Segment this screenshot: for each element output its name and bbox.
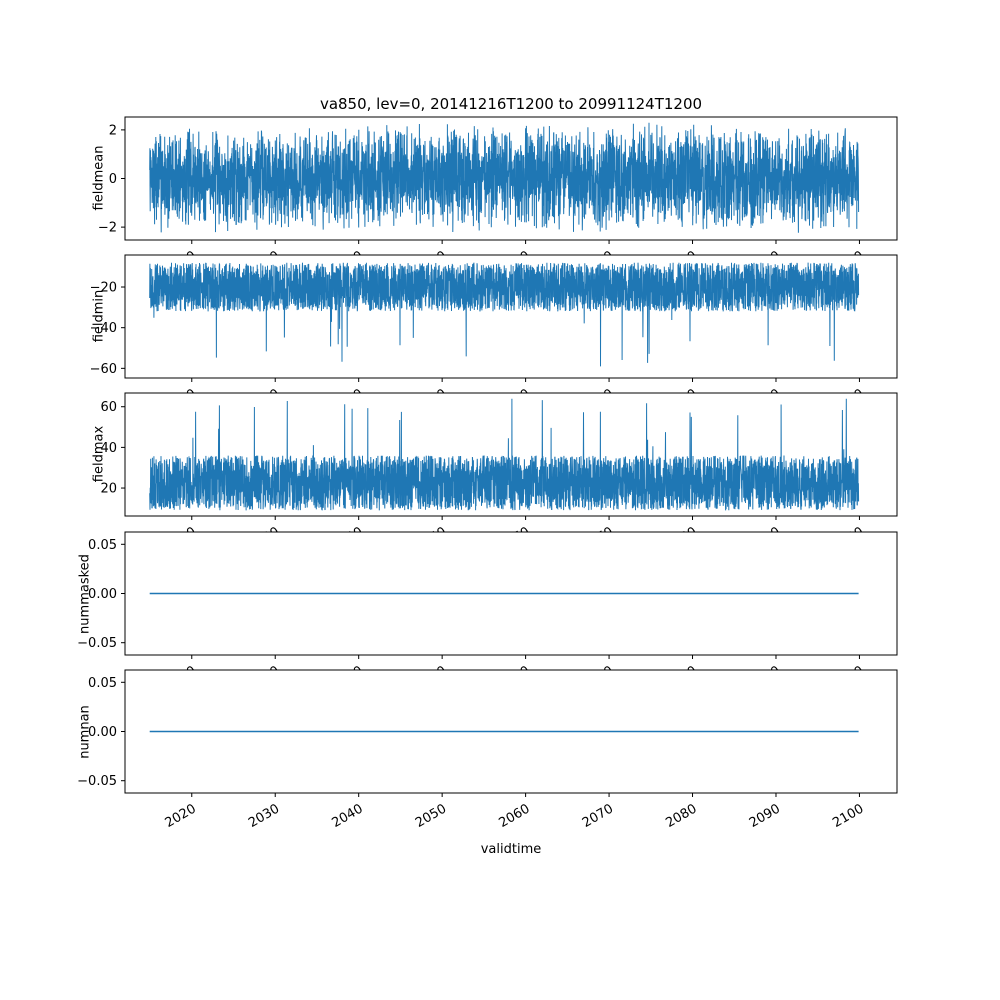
- ylabel-fieldmax: fieldmax: [91, 425, 107, 483]
- x-tick-label: 2070: [580, 801, 616, 831]
- chart-title: va850, lev=0, 20141216T1200 to 20991124T…: [319, 95, 703, 113]
- y-tick-label: −2: [98, 221, 117, 236]
- x-tick-label: 2100: [830, 801, 866, 831]
- subplot-fieldmean: −202202020302040205020602070208020902100: [98, 116, 898, 278]
- axes-frame: [124, 254, 898, 379]
- x-tick-label: 2060: [496, 801, 532, 831]
- series-line-fieldmean: [149, 122, 860, 233]
- y-tick-label: 0: [109, 172, 117, 187]
- x-tick-label: 2020: [163, 801, 199, 831]
- y-tick-label: 40: [100, 441, 117, 456]
- x-axis-label: validtime: [480, 842, 542, 857]
- y-tick-label: −60: [90, 362, 117, 377]
- x-tick-label: 2040: [330, 801, 366, 831]
- ylabel-fieldmin: fieldmin: [91, 289, 107, 343]
- series-line-fieldmax: [149, 398, 860, 511]
- x-tick-label: 2050: [413, 801, 449, 831]
- y-tick-label: 0.00: [88, 725, 117, 740]
- y-tick-label: −0.05: [77, 636, 117, 651]
- y-tick-label: 60: [100, 400, 117, 415]
- y-tick-label: 0.05: [88, 538, 117, 553]
- y-tick-label: −40: [90, 321, 117, 336]
- subplot-fieldmax: 2040602020203020402050206020702080209021…: [100, 392, 898, 554]
- y-tick-label: −20: [90, 281, 117, 296]
- x-tick-label: 2090: [747, 801, 783, 831]
- x-tick-label: 2080: [663, 801, 699, 831]
- ylabel-fieldmean: fieldmean: [91, 145, 107, 211]
- x-tick-label: 2030: [246, 801, 282, 831]
- y-tick-label: 20: [100, 482, 117, 497]
- y-tick-label: 0.05: [88, 676, 117, 691]
- y-tick-label: 2: [109, 123, 117, 138]
- y-tick-label: 0.00: [88, 587, 117, 602]
- subplot-nummasked: −0.050.000.05202020302040205020602070208…: [77, 531, 898, 693]
- series-line-fieldmin: [149, 262, 860, 367]
- subplot-fieldmin: −60−40−202020203020402050206020702080209…: [90, 254, 898, 416]
- y-tick-label: −0.05: [77, 774, 117, 789]
- axes-frame: [124, 392, 898, 517]
- ylabel-nummasked: nummasked: [77, 554, 93, 634]
- ylabel-numnan: numnan: [77, 705, 93, 759]
- subplot-numnan: −0.05 0.00 0.05 2020 2030 2040 2050 2060 2070 208…: [77, 669, 898, 831]
